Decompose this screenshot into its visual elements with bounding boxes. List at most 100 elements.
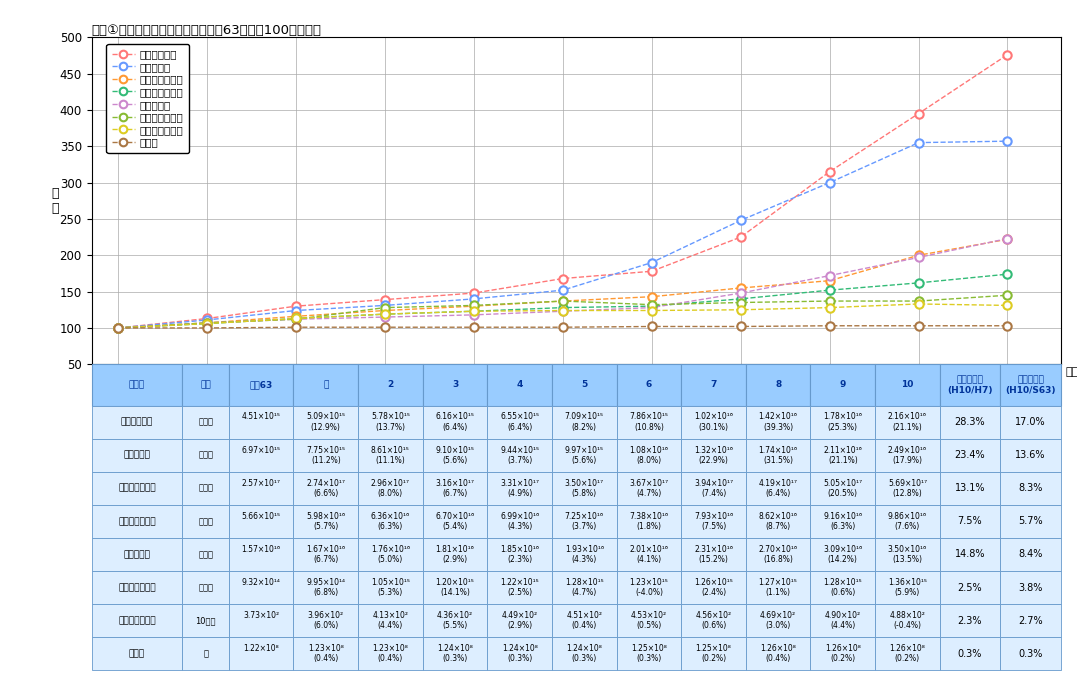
Text: 6.36×10¹⁶
(6.3%): 6.36×10¹⁶ (6.3%) bbox=[370, 512, 410, 531]
Text: 7.75×10¹⁵
(11.2%): 7.75×10¹⁵ (11.2%) bbox=[306, 445, 346, 465]
Text: 3.50×10¹⁶
(13.5%): 3.50×10¹⁶ (13.5%) bbox=[887, 545, 927, 564]
Text: 1.28×10¹⁵
(0.6%): 1.28×10¹⁵ (0.6%) bbox=[824, 578, 862, 597]
Text: 1.25×10⁸
(0.2%): 1.25×10⁸ (0.2%) bbox=[696, 644, 731, 663]
Bar bbox=[358, 571, 422, 604]
Text: 4.88×10²
(-0.4%): 4.88×10² (-0.4%) bbox=[890, 611, 925, 630]
Text: 3.73×10²: 3.73×10² bbox=[243, 611, 279, 630]
Bar bbox=[293, 439, 358, 472]
Bar bbox=[358, 538, 422, 571]
Text: 7.38×10¹⁶
(1.8%): 7.38×10¹⁶ (1.8%) bbox=[629, 512, 669, 531]
Bar bbox=[551, 406, 616, 439]
Text: 情報ストック量: 情報ストック量 bbox=[118, 583, 156, 592]
Bar bbox=[745, 604, 810, 637]
Bar bbox=[293, 538, 358, 571]
Text: 28.3%: 28.3% bbox=[954, 417, 985, 427]
Text: 3.96×10²
(6.0%): 3.96×10² (6.0%) bbox=[308, 611, 344, 630]
Bar bbox=[681, 364, 745, 406]
Text: 2.96×10¹⁷
(8.0%): 2.96×10¹⁷ (8.0%) bbox=[370, 479, 410, 498]
Text: ワード: ワード bbox=[198, 418, 213, 427]
Bar bbox=[182, 637, 229, 670]
Text: ワード: ワード bbox=[198, 451, 213, 460]
Bar bbox=[1001, 364, 1061, 406]
Text: 1.36×10¹⁵
(5.9%): 1.36×10¹⁵ (5.9%) bbox=[887, 578, 927, 597]
Bar bbox=[92, 364, 182, 406]
Text: 1.23×10⁸
(0.4%): 1.23×10⁸ (0.4%) bbox=[373, 644, 408, 663]
Text: 0.3%: 0.3% bbox=[957, 649, 982, 659]
Bar bbox=[875, 604, 939, 637]
Text: 2.5%: 2.5% bbox=[957, 582, 982, 592]
Bar bbox=[92, 505, 182, 538]
Bar bbox=[681, 505, 745, 538]
Text: 7: 7 bbox=[711, 380, 716, 389]
Text: 23.4%: 23.4% bbox=[954, 450, 985, 460]
Bar bbox=[616, 439, 681, 472]
Text: 1.93×10¹⁶
(4.3%): 1.93×10¹⁶ (4.3%) bbox=[564, 545, 604, 564]
Bar bbox=[182, 538, 229, 571]
Text: 6.99×10¹⁶
(4.3%): 6.99×10¹⁶ (4.3%) bbox=[500, 512, 540, 531]
Bar bbox=[875, 538, 939, 571]
Bar bbox=[92, 637, 182, 670]
Bar bbox=[182, 472, 229, 505]
Bar bbox=[358, 604, 422, 637]
Text: ワード: ワード bbox=[198, 484, 213, 493]
Bar bbox=[745, 637, 810, 670]
Bar bbox=[1001, 538, 1061, 571]
Text: 1.24×10⁸
(0.3%): 1.24×10⁸ (0.3%) bbox=[502, 644, 537, 663]
Text: 10: 10 bbox=[901, 380, 913, 389]
Text: 8.62×10¹⁶
(8.7%): 8.62×10¹⁶ (8.7%) bbox=[758, 512, 798, 531]
Bar bbox=[745, 472, 810, 505]
Bar bbox=[810, 406, 875, 439]
Bar bbox=[939, 439, 1001, 472]
Text: 9.16×10¹⁶
(6.3%): 9.16×10¹⁶ (6.3%) bbox=[823, 512, 863, 531]
Text: 4.53×10²
(0.5%): 4.53×10² (0.5%) bbox=[631, 611, 667, 630]
Bar bbox=[939, 538, 1001, 571]
Text: 8.3%: 8.3% bbox=[1019, 483, 1043, 494]
Bar bbox=[939, 604, 1001, 637]
Text: 1.26×10⁸
(0.2%): 1.26×10⁸ (0.2%) bbox=[825, 644, 861, 663]
Bar bbox=[182, 364, 229, 406]
Bar bbox=[1001, 439, 1061, 472]
Bar bbox=[681, 604, 745, 637]
Bar bbox=[487, 472, 551, 505]
Bar bbox=[875, 505, 939, 538]
Text: 3.09×10¹⁶
(14.2%): 3.09×10¹⁶ (14.2%) bbox=[823, 545, 863, 564]
Text: 9.32×10¹⁴: 9.32×10¹⁴ bbox=[241, 578, 281, 597]
Text: 2.7%: 2.7% bbox=[1018, 615, 1043, 626]
Bar bbox=[939, 505, 1001, 538]
Text: 5.66×10¹⁵: 5.66×10¹⁵ bbox=[241, 512, 281, 531]
Text: 4.36×10²
(5.5%): 4.36×10² (5.5%) bbox=[437, 611, 473, 630]
Text: 1.25×10⁸
(0.3%): 1.25×10⁸ (0.3%) bbox=[631, 644, 667, 663]
Text: 平均増滅率
(H10/S63): 平均増滅率 (H10/S63) bbox=[1005, 375, 1055, 395]
Text: 4.51×10²
(0.4%): 4.51×10² (0.4%) bbox=[567, 611, 602, 630]
Bar bbox=[810, 538, 875, 571]
Text: 1.23×10⁸
(0.4%): 1.23×10⁸ (0.4%) bbox=[308, 644, 344, 663]
Text: 7.86×10¹⁵
(10.8%): 7.86×10¹⁵ (10.8%) bbox=[629, 412, 669, 432]
Bar bbox=[92, 604, 182, 637]
Bar bbox=[487, 637, 551, 670]
Text: 5.78×10¹⁵
(13.7%): 5.78×10¹⁵ (13.7%) bbox=[370, 412, 410, 432]
Bar bbox=[616, 472, 681, 505]
Text: 単位: 単位 bbox=[200, 380, 211, 389]
Bar bbox=[745, 571, 810, 604]
Text: 2.70×10¹⁶
(16.8%): 2.70×10¹⁶ (16.8%) bbox=[758, 545, 798, 564]
Bar bbox=[875, 472, 939, 505]
Text: 4.13×10²
(4.4%): 4.13×10² (4.4%) bbox=[373, 611, 408, 630]
Text: 1.27×10¹⁵
(1.1%): 1.27×10¹⁵ (1.1%) bbox=[758, 578, 798, 597]
Bar bbox=[358, 406, 422, 439]
Text: 7.09×10¹⁵
(8.2%): 7.09×10¹⁵ (8.2%) bbox=[564, 412, 604, 432]
Bar bbox=[939, 637, 1001, 670]
Text: 発信情報量: 発信情報量 bbox=[124, 451, 151, 460]
Bar bbox=[487, 571, 551, 604]
Text: 4.49×10²
(2.9%): 4.49×10² (2.9%) bbox=[502, 611, 537, 630]
Text: 2.3%: 2.3% bbox=[957, 615, 982, 626]
Bar bbox=[92, 571, 182, 604]
Text: 1.22×10¹⁵
(2.5%): 1.22×10¹⁵ (2.5%) bbox=[501, 578, 538, 597]
Bar bbox=[1001, 637, 1061, 670]
Text: 1.78×10¹⁶
(25.3%): 1.78×10¹⁶ (25.3%) bbox=[823, 412, 863, 432]
Bar bbox=[810, 505, 875, 538]
Text: 10億円: 10億円 bbox=[195, 616, 215, 625]
Bar bbox=[745, 406, 810, 439]
Text: 6.55×10¹⁵
(6.4%): 6.55×10¹⁵ (6.4%) bbox=[500, 412, 540, 432]
Bar bbox=[358, 472, 422, 505]
Bar bbox=[681, 439, 745, 472]
